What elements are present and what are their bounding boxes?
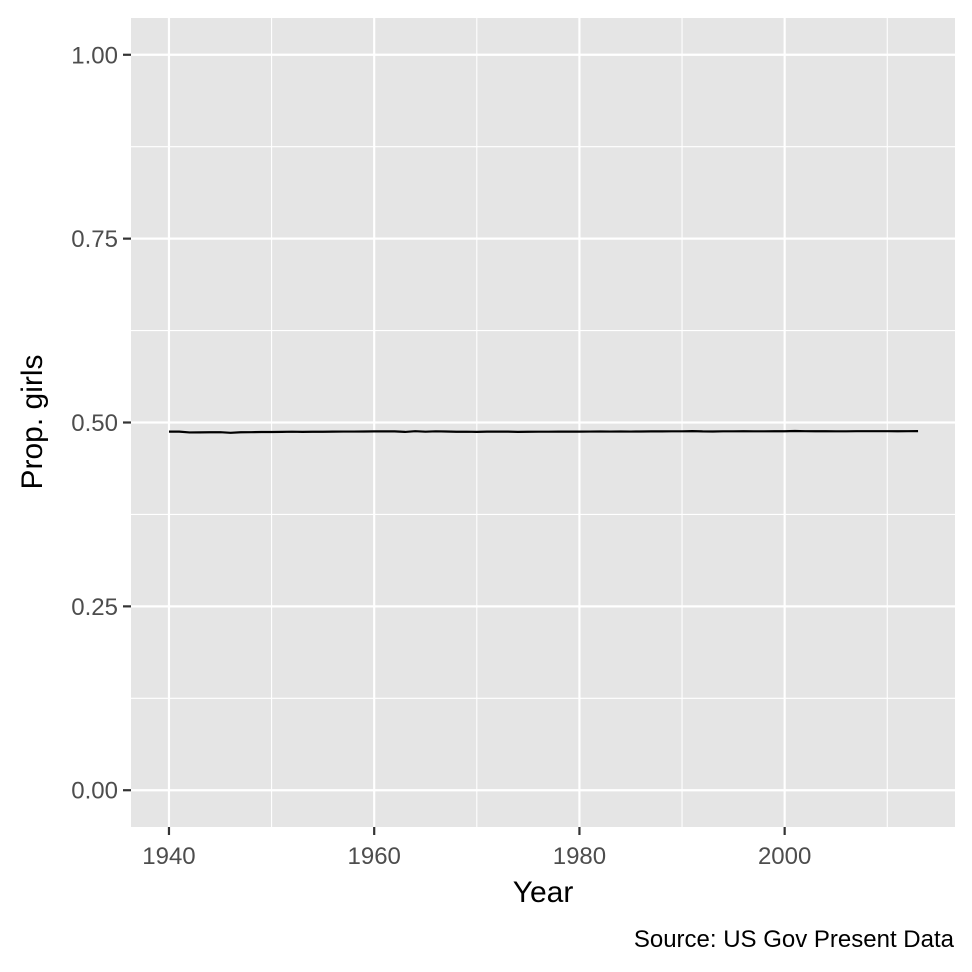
- series-layer: [168, 429, 919, 434]
- source-caption: Source: US Gov Present Data: [634, 926, 955, 953]
- y-axis: 0.00 0.25 0.50 0.75 1.00: [71, 42, 131, 805]
- series-line: [168, 429, 919, 434]
- x-axis-title: Year: [513, 876, 574, 909]
- x-tick-label: 1960: [348, 843, 401, 870]
- x-tick-label: 1980: [553, 843, 606, 870]
- y-tick-label: 1.00: [71, 42, 118, 69]
- y-tick-label: 0.00: [71, 778, 118, 805]
- y-tick-label: 0.75: [71, 226, 118, 253]
- y-axis-title: Prop. girls: [16, 354, 49, 489]
- x-tick-label: 1940: [142, 843, 195, 870]
- x-tick-label: 2000: [758, 843, 811, 870]
- y-tick-label: 0.50: [71, 410, 118, 437]
- major-gridlines: [131, 18, 955, 827]
- y-tick-label: 0.25: [71, 594, 118, 621]
- x-axis: 1940 1960 1980 2000: [142, 827, 811, 870]
